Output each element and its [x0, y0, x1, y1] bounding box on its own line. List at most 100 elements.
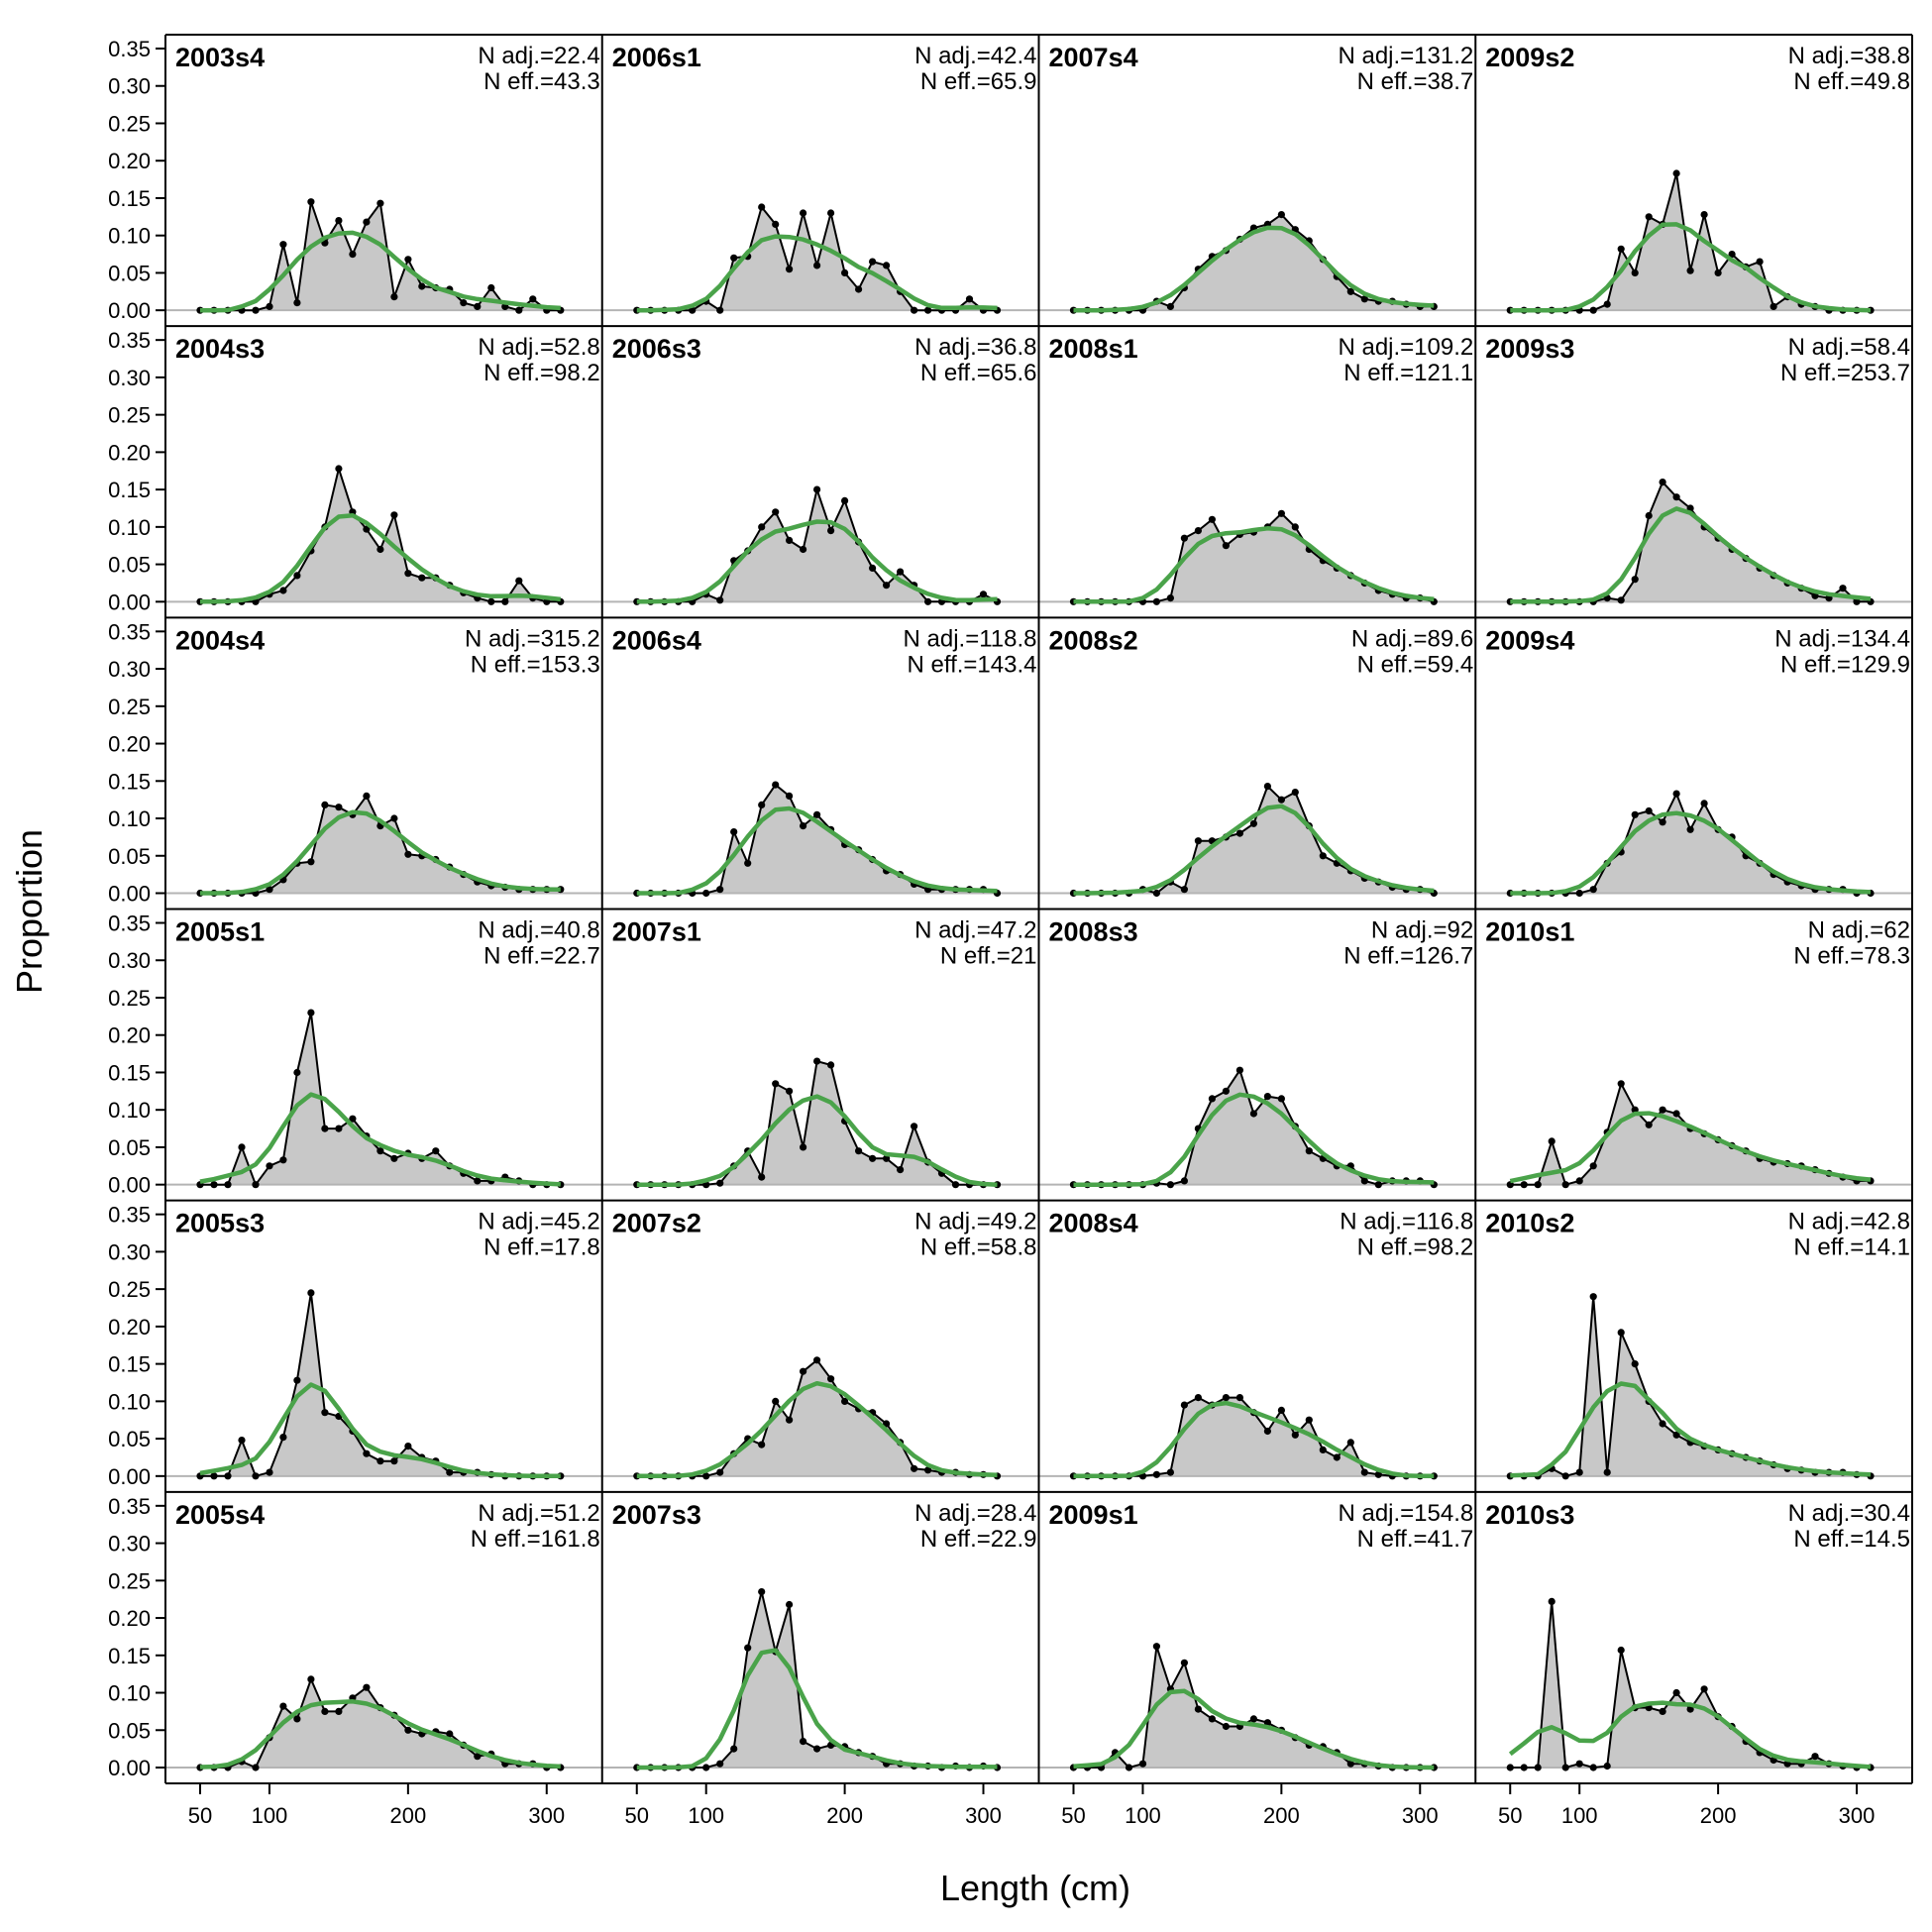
observed-point — [1194, 527, 1202, 535]
n-adj-label: N adj.=47.2 — [914, 917, 1036, 944]
y-tick-label: 0.00 — [108, 590, 151, 614]
y-tick-label: 0.35 — [108, 1203, 151, 1228]
observed-point — [335, 1125, 343, 1132]
observed-point — [266, 886, 273, 894]
observed-point — [730, 828, 738, 836]
y-tick-label: 0.10 — [108, 224, 151, 249]
expected-line — [636, 1648, 998, 1771]
observed-point — [307, 198, 315, 206]
observed-point — [800, 1143, 807, 1151]
x-tick-label: 100 — [688, 1803, 724, 1828]
y-tick-label: 0.15 — [108, 1060, 151, 1085]
observed-point — [869, 258, 877, 266]
observed-point — [1152, 889, 1160, 898]
observed-point — [786, 1416, 794, 1424]
x-tick-label: 50 — [1498, 1803, 1522, 1828]
y-tick-label: 0.05 — [108, 553, 151, 578]
observed-point — [1346, 287, 1354, 295]
observed-point — [1263, 1719, 1271, 1727]
observed-point — [1291, 1431, 1299, 1439]
observed-point — [349, 251, 357, 259]
observed-point — [1756, 258, 1764, 266]
observed-point — [363, 792, 371, 801]
observed-point — [1659, 479, 1666, 486]
observed-point — [1617, 245, 1625, 253]
observed-area — [1073, 1397, 1435, 1476]
n-eff-label: N eff.=98.2 — [1357, 1234, 1474, 1261]
y-axis-title: Proportion — [9, 829, 50, 994]
y-tick-label: 0.25 — [108, 1568, 151, 1593]
observed-area — [1510, 1296, 1871, 1476]
n-eff-label: N eff.=22.7 — [483, 943, 600, 970]
observed-point — [702, 1764, 710, 1771]
observed-point — [1360, 1177, 1368, 1185]
observed-point — [758, 203, 766, 211]
observed-point — [474, 1177, 482, 1185]
expected-line — [1073, 804, 1435, 896]
y-tick-label: 0.15 — [108, 1644, 151, 1668]
observed-point — [279, 1156, 287, 1164]
panel-label: 2010s3 — [1485, 1500, 1574, 1530]
observed-point — [1659, 1106, 1666, 1114]
n-eff-label: N eff.=17.8 — [483, 1234, 600, 1261]
observed-point — [515, 577, 523, 585]
observed-point — [1617, 1080, 1625, 1088]
observed-point — [772, 1080, 780, 1088]
n-eff-label: N eff.=22.9 — [920, 1526, 1037, 1553]
observed-point — [813, 1057, 821, 1065]
observed-area — [636, 1591, 998, 1768]
panel-label: 2006s1 — [612, 43, 701, 72]
observed-point — [1222, 542, 1230, 550]
x-tick-label: 300 — [1839, 1803, 1876, 1828]
observed-point — [404, 256, 412, 264]
observed-point — [1686, 825, 1694, 833]
x-tick-label: 100 — [1125, 1803, 1161, 1828]
observed-area — [200, 1678, 561, 1768]
observed-point — [1277, 796, 1285, 804]
n-adj-label: N adj.=92 — [1371, 917, 1473, 944]
x-tick-label: 100 — [252, 1803, 288, 1828]
panel-2007s2: 2007s2 N adj.=49.2N eff.=58.8 — [601, 1209, 1039, 1480]
observed-point — [1360, 1468, 1368, 1476]
x-tick-label: 300 — [1402, 1803, 1439, 1828]
observed-area — [1510, 1601, 1871, 1768]
observed-point — [1589, 306, 1597, 314]
expected-line — [1073, 1092, 1435, 1187]
observed-point — [1617, 1329, 1625, 1337]
n-adj-label: N adj.=118.8 — [904, 625, 1037, 652]
observed-point — [1346, 1439, 1354, 1447]
y-tick-label: 0.20 — [108, 149, 151, 173]
observed-point — [883, 582, 891, 590]
y-tick-label: 0.05 — [108, 1718, 151, 1743]
panel-label: 2005s4 — [175, 1500, 265, 1530]
observed-point — [979, 590, 988, 598]
n-adj-label: N adj.=30.4 — [1788, 1500, 1910, 1527]
x-axis: 50 100 200 300 50 100 200 300 50 100 200 300 50 100 20… — [188, 1783, 1876, 1828]
observed-point — [1659, 818, 1666, 826]
observed-line — [200, 1292, 561, 1477]
x-tick-label: 50 — [1061, 1803, 1085, 1828]
n-eff-label: N eff.=65.6 — [920, 360, 1037, 386]
observed-point — [224, 1472, 232, 1480]
observed-point — [1180, 886, 1188, 894]
y-tick-label: 0.05 — [108, 1427, 151, 1451]
expected-line — [199, 1092, 561, 1187]
observed-point — [515, 306, 523, 314]
observed-point — [1180, 1659, 1188, 1666]
panel-2008s1: 2008s1 N adj.=109.2N eff.=121.1 — [1038, 334, 1476, 605]
observed-point — [1263, 1093, 1271, 1101]
observed-point — [1208, 515, 1216, 523]
panel-label: 2009s3 — [1485, 334, 1574, 364]
observed-area — [1073, 786, 1435, 894]
panel-label: 2008s1 — [1049, 334, 1138, 364]
observed-point — [1305, 1416, 1313, 1424]
observed-point — [1277, 509, 1285, 517]
observed-point — [1319, 1446, 1327, 1453]
y-tick-label: 0.25 — [108, 986, 151, 1011]
observed-point — [716, 306, 724, 314]
panel-2007s1: 2007s1 N adj.=47.2N eff.=21 — [601, 917, 1039, 1189]
y-tick-label: 0.30 — [108, 657, 151, 682]
observed-point — [349, 1115, 357, 1123]
observed-point — [279, 587, 287, 594]
observed-point — [293, 1715, 301, 1723]
